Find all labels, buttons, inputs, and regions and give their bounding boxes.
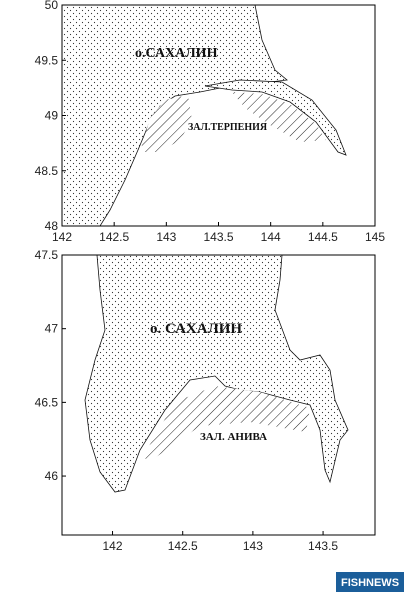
x-tick-label: 142 <box>52 230 72 244</box>
bottom-panel-shapes <box>61 254 376 536</box>
watermark-box: FISHNEWS <box>336 572 404 592</box>
y-tick-label: 48 <box>45 219 59 233</box>
island-label: о.САХАЛИН <box>135 46 218 61</box>
x-tick-label: 142.5 <box>168 539 198 553</box>
bay-label: ЗАЛ.ТЕРПЕНИЯ <box>188 122 268 133</box>
hatched-area <box>142 386 310 460</box>
y-tick-label: 48.5 <box>35 164 59 178</box>
watermark: FISHNEWS <box>341 577 399 589</box>
land <box>61 4 288 227</box>
x-tick-label: 145 <box>365 230 385 244</box>
y-tick-label: 47.5 <box>35 248 59 262</box>
land-peninsula <box>204 79 347 156</box>
island-label: о. САХАЛИН <box>150 321 242 337</box>
watermark-bg <box>336 572 404 592</box>
frame <box>61 254 376 536</box>
x-tick-label: 143 <box>156 230 176 244</box>
x-tick-label: 142 <box>103 539 123 553</box>
x-tick-label: 143.5 <box>308 539 338 553</box>
x-tick-label: 143.5 <box>203 230 233 244</box>
y-tick-label: 49.5 <box>35 53 59 67</box>
land <box>84 254 349 493</box>
x-tick-label: 143 <box>243 539 263 553</box>
y-tick-label: 47 <box>45 322 59 336</box>
x-tick-label: 142.5 <box>99 230 129 244</box>
hatched-area <box>140 95 192 152</box>
x-tick-label: 144.5 <box>308 230 338 244</box>
bay-label: ЗАЛ. АНИВА <box>200 431 267 443</box>
x-tick-label: 144 <box>261 230 281 244</box>
y-tick-label: 46.5 <box>35 395 59 409</box>
y-tick-label: 50 <box>45 0 59 12</box>
y-tick-label: 49 <box>45 109 59 123</box>
top-panel-shapes <box>61 4 376 227</box>
hatched-area <box>232 92 326 142</box>
y-tick-label: 46 <box>45 469 59 483</box>
